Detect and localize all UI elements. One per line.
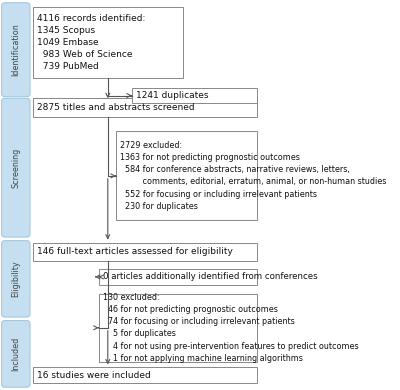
FancyBboxPatch shape: [99, 269, 257, 285]
FancyBboxPatch shape: [2, 321, 30, 387]
Text: Eligibility: Eligibility: [11, 261, 20, 297]
Text: 130 excluded:
  46 for not predicting prognostic outcomes
  74 for focusing or i: 130 excluded: 46 for not predicting prog…: [103, 293, 358, 363]
Text: 1241 duplicates: 1241 duplicates: [136, 91, 208, 100]
FancyBboxPatch shape: [99, 294, 257, 362]
FancyBboxPatch shape: [2, 3, 30, 97]
Text: Screening: Screening: [11, 147, 20, 188]
FancyBboxPatch shape: [116, 131, 257, 220]
FancyBboxPatch shape: [33, 7, 183, 78]
FancyBboxPatch shape: [2, 241, 30, 317]
Text: 0 articles additionally identified from conferences: 0 articles additionally identified from …: [103, 272, 318, 282]
Text: 2729 excluded:
1363 for not predicting prognostic outcomes
  584 for conference : 2729 excluded: 1363 for not predicting p…: [120, 141, 386, 211]
Text: 4116 records identified:
1345 Scopus
1049 Embase
  983 Web of Science
  739 PubM: 4116 records identified: 1345 Scopus 104…: [37, 14, 145, 71]
Text: Identification: Identification: [11, 23, 20, 76]
Text: 16 studies were included: 16 studies were included: [37, 370, 150, 380]
FancyBboxPatch shape: [33, 98, 257, 117]
FancyBboxPatch shape: [33, 367, 257, 383]
Text: Included: Included: [11, 337, 20, 371]
FancyBboxPatch shape: [33, 243, 257, 261]
Text: 146 full-text articles assessed for eligibility: 146 full-text articles assessed for elig…: [37, 247, 233, 257]
FancyBboxPatch shape: [2, 98, 30, 237]
Text: 2875 titles and abstracts screened: 2875 titles and abstracts screened: [37, 103, 194, 112]
FancyBboxPatch shape: [132, 88, 257, 103]
